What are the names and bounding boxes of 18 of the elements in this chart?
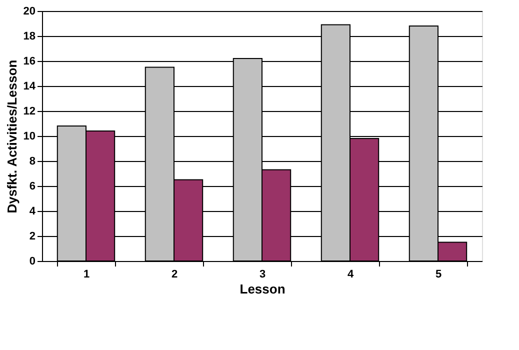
x-tick-label: 3 [259,268,266,280]
x-axis-title: Lesson [240,282,286,296]
x-tick-label: 1 [83,268,90,280]
y-tick-label: 4 [29,206,36,218]
y-tick-label: 12 [23,106,36,118]
y-tick-label: 6 [29,180,36,192]
y-tick-label: 10 [23,130,36,142]
x-tick-label: 2 [171,268,178,280]
y-tick-label: 2 [29,230,36,242]
y-tick-label: 0 [29,256,36,268]
y-tick-label: 16 [23,56,36,68]
x-tick-label: 4 [347,268,354,280]
y-axis-title: Dysfkt. Activities/Lesson [4,60,20,214]
y-tick-label: 18 [23,30,36,42]
y-tick-label: 14 [23,80,36,92]
x-tick-label: 5 [435,268,442,280]
y-tick-label: 8 [29,156,36,168]
y-tick-label: 20 [23,6,36,18]
